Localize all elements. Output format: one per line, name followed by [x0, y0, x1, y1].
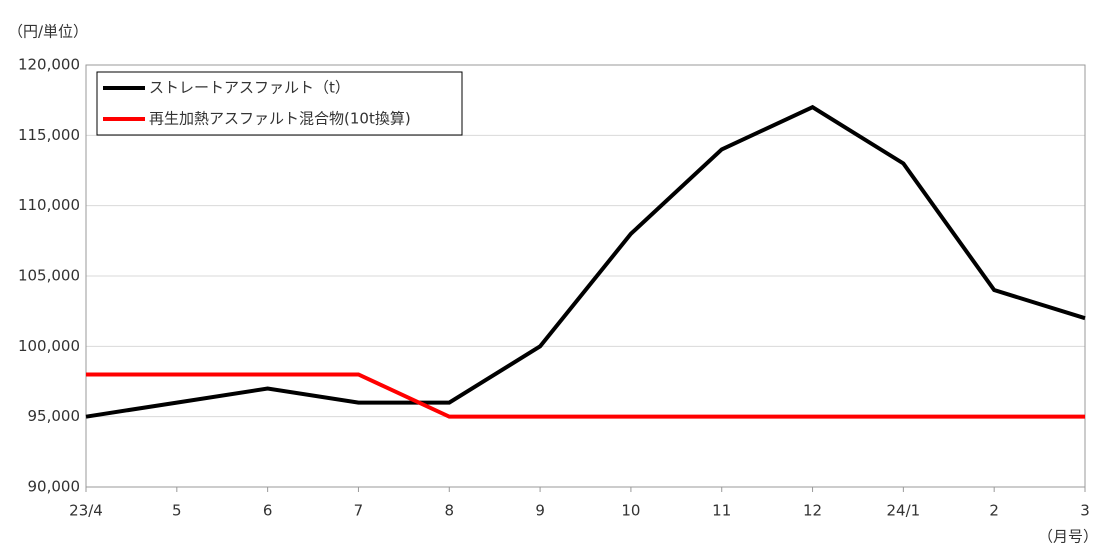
y-tick-label: 95,000 [28, 407, 81, 425]
x-tick-label: 3 [1080, 502, 1090, 520]
x-tick-label: 6 [263, 502, 273, 520]
y-tick-label: 90,000 [28, 478, 81, 496]
x-axis-title: （月号） [1038, 528, 1098, 546]
plot-border [85, 64, 1086, 488]
y-tick-label: 100,000 [18, 337, 80, 355]
y-tick-label: 120,000 [18, 56, 80, 74]
x-tick-label: 9 [535, 502, 545, 520]
legend-label: ストレートアスファルト（t） [149, 79, 350, 97]
x-tick-label: 7 [354, 502, 364, 520]
x-tick-label: 23/4 [69, 502, 103, 520]
y-tick-label: 105,000 [18, 267, 80, 285]
x-tick-label: 8 [444, 502, 454, 520]
legend-box [96, 71, 463, 136]
x-tick-label: 10 [621, 502, 640, 520]
x-tick-label: 24/1 [887, 502, 921, 520]
legend-label: 再生加熱アスファルト混合物(10t換算) [149, 110, 411, 128]
y-tick-label: 115,000 [18, 126, 80, 144]
x-tick-label: 11 [712, 502, 731, 520]
x-tick-label: 2 [989, 502, 999, 520]
series-line [85, 104, 1086, 419]
series-line [86, 372, 1085, 419]
y-axis-title: （円/単位） [8, 23, 88, 41]
y-tick-label: 110,000 [18, 196, 80, 214]
x-tick-label: 12 [803, 502, 822, 520]
x-tick-label: 5 [172, 502, 182, 520]
